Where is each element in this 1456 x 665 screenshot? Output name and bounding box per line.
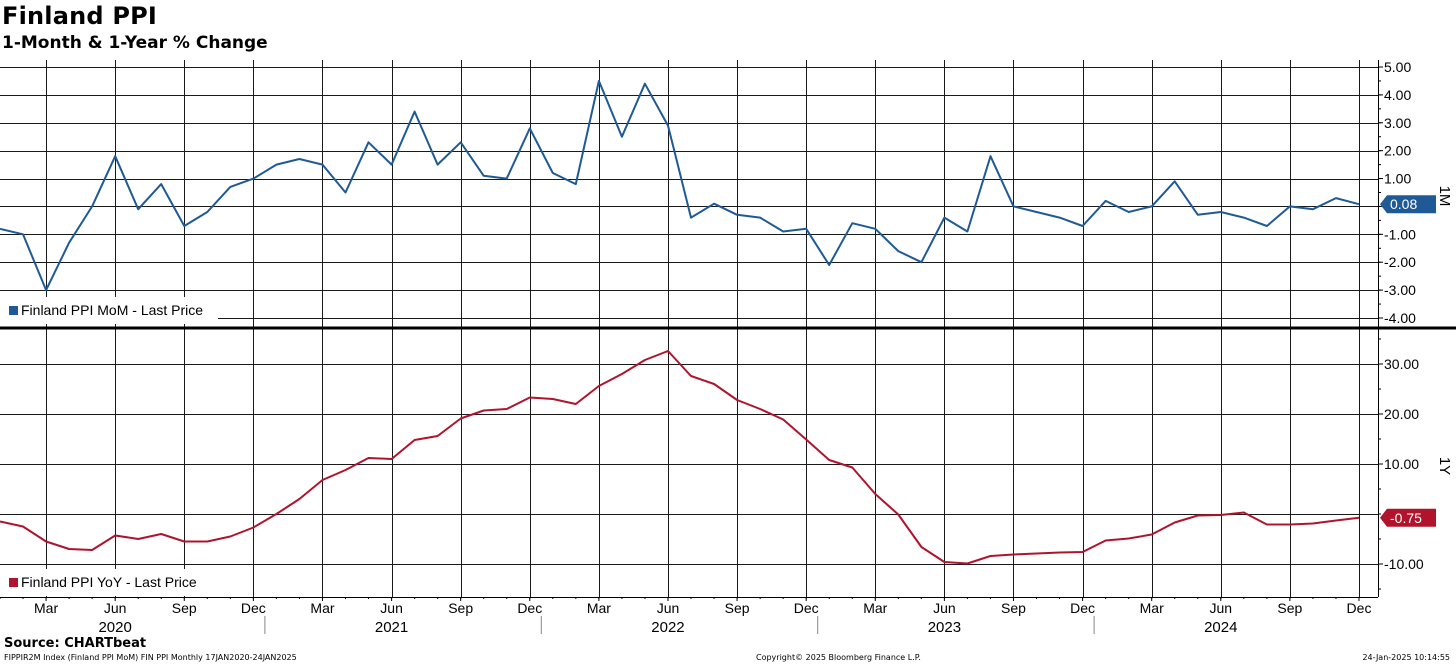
x-month-label: Jun [104, 600, 127, 616]
x-year-label: 2022 [651, 619, 684, 636]
footer-timestamp: 24-Jan-2025 10:14:55 [1362, 653, 1450, 662]
y-tick-label: -3.00 [1384, 282, 1416, 298]
y-tick-label: 4.00 [1384, 87, 1411, 103]
x-month-label: Dec [794, 600, 819, 616]
last-value-tag-bg [1380, 508, 1436, 527]
y-tick-label: 30.00 [1384, 356, 1419, 372]
series-layer [0, 79, 1360, 565]
top-legend: Finland PPI MoM - Last Price [0, 297, 218, 324]
y-tick-label: 10.00 [1384, 456, 1419, 472]
legend-box [0, 297, 218, 324]
y-tick-label: -10.00 [1384, 556, 1424, 572]
x-month-label: Dec [1347, 600, 1372, 616]
x-year-label: 2023 [928, 619, 961, 636]
y-tick-label: 20.00 [1384, 406, 1419, 422]
y-tick-label: -4.00 [1384, 310, 1416, 326]
legend-label: Finland PPI MoM - Last Price [21, 302, 203, 318]
y-tick-label: 2.00 [1384, 143, 1411, 159]
legend-label: Finland PPI YoY - Last Price [21, 574, 197, 590]
x-year-label: 2024 [1204, 619, 1237, 636]
chart-title: Finland PPI [2, 2, 158, 30]
top-series-line [0, 79, 1360, 292]
bottom-legend: Finland PPI YoY - Last Price [0, 569, 218, 596]
x-month-label: Mar [863, 600, 887, 616]
bottom-series-line [0, 350, 1360, 565]
top-axis-side-label: 1M [1436, 186, 1453, 207]
legend-box [0, 569, 218, 596]
x-month-label: Mar [310, 600, 334, 616]
x-month-label: Sep [448, 600, 473, 616]
x-month-label: Dec [517, 600, 542, 616]
x-month-label: Sep [172, 600, 197, 616]
last-value-label: -0.75 [1390, 510, 1422, 526]
x-month-label: Jun [1210, 600, 1233, 616]
x-month-label: Mar [587, 600, 611, 616]
axis-layer: 5.004.003.002.001.000.00-1.00-2.00-3.00-… [0, 59, 1456, 636]
x-month-label: Dec [1070, 600, 1095, 616]
y-tick-label: 5.00 [1384, 59, 1411, 75]
x-month-label: Jun [380, 600, 403, 616]
y-tick-label: 3.00 [1384, 115, 1411, 131]
y-tick-label: 1.00 [1384, 171, 1411, 187]
top-last-value-tag: 0.08 [1380, 195, 1436, 214]
x-month-label: Mar [34, 600, 58, 616]
y-tick-label: -2.00 [1384, 254, 1416, 270]
footer-index-note: FIPPIR2M Index (Finland PPI MoM) FIN PPI… [4, 653, 297, 662]
x-month-label: Sep [1001, 600, 1026, 616]
x-year-label: 2021 [375, 619, 408, 636]
chart-subtitle: 1-Month & 1-Year % Change [2, 33, 268, 53]
x-year-label: 2020 [98, 619, 131, 636]
footer-copyright: Copyright© 2025 Bloomberg Finance L.P. [756, 653, 921, 662]
x-month-label: Mar [1140, 600, 1164, 616]
x-month-label: Sep [1277, 600, 1302, 616]
bottom-axis-side-label: 1Y [1436, 457, 1453, 475]
y-tick-label: -1.00 [1384, 226, 1416, 242]
bottom-last-value-tag: -0.75 [1380, 508, 1436, 527]
last-value-label: 0.08 [1390, 196, 1417, 212]
x-month-label: Jun [933, 600, 956, 616]
x-month-label: Sep [725, 600, 750, 616]
x-month-label: Jun [657, 600, 680, 616]
x-month-label: Dec [241, 600, 266, 616]
last-value-tag-bg [1380, 195, 1436, 214]
legend-swatch [9, 578, 18, 587]
legend-swatch [9, 306, 18, 315]
source-note: Source: CHARTbeat [4, 636, 147, 651]
